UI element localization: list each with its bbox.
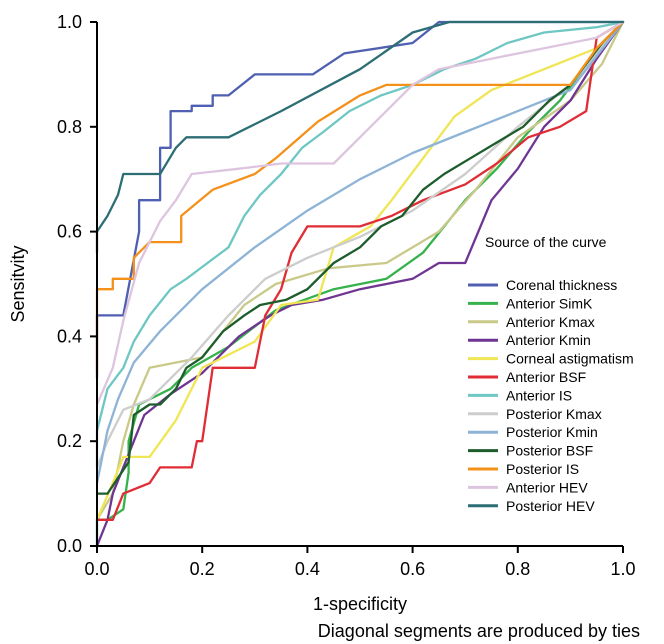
legend-item-posterior-bsf: Posterior BSF [468,443,593,459]
legend-item-anterior-kmin: Anterior Kmin [468,332,591,348]
x-tick-label: 0.2 [190,559,215,579]
y-tick-label: 0.6 [57,222,82,242]
series-line-posterior-hev [95,20,625,254]
y-tick-label: 0.4 [57,326,82,346]
series-line-corneal-astigmatism [95,20,625,521]
series-line-posterior-bsf [95,20,625,495]
axes-layer: 0.0 0.2 0.4 0.6 0.8 1.0 0.0 0.2 0.4 0.6 0.8 1.0 [57,12,636,579]
legend-label: Anterior IS [506,387,572,403]
legend-label: Anterior SimK [506,295,593,311]
legend-title: Source of the curve [485,234,607,250]
legend-label: Corneal astigmatism [506,351,634,367]
legend-item-corneal-astigmatism: Corneal astigmatism [468,351,634,367]
series-line-posterior-kmin [95,20,625,485]
ties-note: Diagonal segments are produced by ties [318,621,640,641]
legend-label: Posterior IS [506,461,579,477]
x-tick-label: 0.6 [400,559,425,579]
legend-label: Anterior BSF [506,369,586,385]
series-line-corenal-thickness [95,20,625,380]
legend-item-anterior-simk: Anterior SimK [468,295,593,311]
y-tick-label: 0.8 [57,117,82,137]
legend-layer: Source of the curve Corenal thickness Ante… [468,234,634,514]
legend-item-anterior-is: Anterior IS [468,387,572,403]
series-line-anterior-hev [95,20,625,406]
legend-label: Corenal thickness [506,277,617,293]
series-line-posterior-is [95,20,625,375]
y-tick-label: 0.0 [57,536,82,556]
x-tick-label: 0.0 [84,559,109,579]
legend-item-anterior-kmax: Anterior Kmax [468,314,595,330]
series-line-anterior-kmax [95,20,625,521]
legend-item-corenal-thickness: Corenal thickness [468,277,617,293]
labels-layer: 1-specificity Sensitvity Diagonal segments… [8,245,640,641]
legend-label: Posterior BSF [506,443,593,459]
legend-item-posterior-hev: Posterior HEV [468,498,595,514]
series-line-anterior-kmin [95,20,625,548]
y-tick-label: 1.0 [57,12,82,32]
legend-item-anterior-hev: Anterior HEV [468,479,588,495]
legend-label: Anterior Kmax [506,314,595,330]
y-axis-title: Sensitvity [8,245,28,322]
series-line-anterior-is [95,20,625,469]
legend-label: Anterior Kmin [506,332,591,348]
x-axis-title: 1-specificity [313,594,407,614]
legend-label: Posterior Kmax [506,406,602,422]
x-tick-label: 0.4 [295,559,320,579]
series-line-anterior-bsf [95,20,625,521]
legend-item-posterior-kmax: Posterior Kmax [468,406,602,422]
y-tick-label: 0.2 [57,431,82,451]
legend-item-anterior-bsf: Anterior BSF [468,369,586,385]
legend-label: Anterior HEV [506,479,588,495]
curves-layer [95,20,625,548]
legend-item-posterior-kmin: Posterior Kmin [468,424,598,440]
legend-item-posterior-is: Posterior IS [468,461,579,477]
x-tick-label: 0.8 [505,559,530,579]
legend-label: Posterior HEV [506,498,595,514]
legend-label: Posterior Kmin [506,424,598,440]
x-tick-label: 1.0 [610,559,635,579]
